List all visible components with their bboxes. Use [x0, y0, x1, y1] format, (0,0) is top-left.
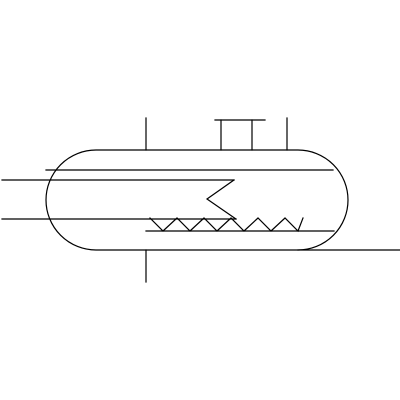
heating-coil — [149, 217, 304, 233]
inlet-diverter — [205, 179, 237, 220]
vessel-shell — [45, 149, 349, 251]
